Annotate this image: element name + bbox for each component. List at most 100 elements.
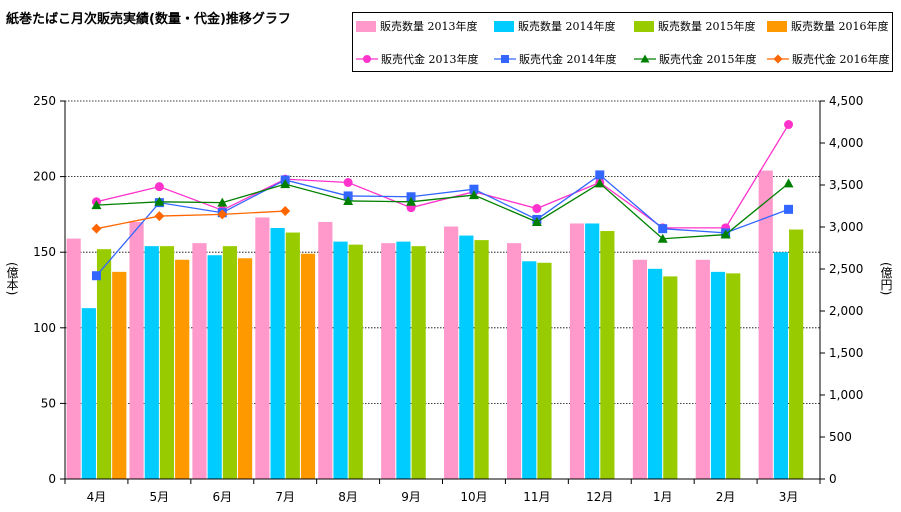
line-marker xyxy=(217,209,228,220)
left-axis-tick-label: 50 xyxy=(41,396,56,410)
bar xyxy=(648,268,663,479)
line-marker xyxy=(154,182,164,192)
bar xyxy=(522,261,537,479)
bar xyxy=(333,241,348,479)
legend-label: 販売数量 2015年度 xyxy=(658,20,756,33)
line-marker xyxy=(91,223,102,234)
x-axis-tick-label: 9月 xyxy=(401,490,421,504)
line-marker xyxy=(154,211,165,222)
legend-label: 販売代金 2014年度 xyxy=(519,53,617,66)
chart-title: 紙巻たばこ月次販売実績(数量・代金)推移グラフ xyxy=(6,12,291,27)
bar xyxy=(348,244,363,479)
bar xyxy=(789,229,804,479)
bar xyxy=(270,228,285,479)
bar xyxy=(285,232,300,479)
right-axis-tick-label: 500 xyxy=(829,430,852,444)
legend-line-swatch xyxy=(767,54,789,64)
legend-item: 販売数量 2014年度 xyxy=(494,16,616,36)
bar xyxy=(129,221,144,479)
bar xyxy=(695,259,710,479)
right-axis-tick-label: 1,500 xyxy=(829,346,863,360)
right-axis-label: (億円) xyxy=(879,262,893,296)
bar xyxy=(381,243,396,479)
x-axis-tick-label: 11月 xyxy=(523,490,550,504)
line-marker xyxy=(783,178,794,188)
legend-label: 販売代金 2013年度 xyxy=(381,53,479,66)
x-axis-tick-label: 1月 xyxy=(653,490,673,504)
bar xyxy=(96,249,112,479)
bar xyxy=(300,253,316,479)
series-line xyxy=(96,210,286,230)
legend-label: 販売数量 2016年度 xyxy=(791,20,889,33)
series-line xyxy=(95,174,789,277)
x-axis-tick-label: 7月 xyxy=(275,490,295,504)
right-axis-tick-label: 3,000 xyxy=(829,220,863,234)
line-marker xyxy=(154,198,164,208)
legend-bar-swatch xyxy=(767,20,787,32)
legend-item: 販売代金 2014年度 xyxy=(494,49,617,69)
bar xyxy=(474,240,489,479)
bar xyxy=(459,235,474,479)
bar xyxy=(710,271,726,479)
left-axis-tick-label: 0 xyxy=(48,472,56,486)
x-axis-tick-label: 5月 xyxy=(150,490,170,504)
bar xyxy=(207,255,222,479)
bar xyxy=(569,223,585,479)
line-marker xyxy=(531,216,542,226)
legend-label: 販売代金 2015年度 xyxy=(659,53,757,66)
line-marker xyxy=(532,204,542,214)
right-axis-tick-label: 2,000 xyxy=(829,304,863,318)
bar xyxy=(237,258,253,479)
legend-item: 販売数量 2015年度 xyxy=(634,16,756,36)
x-axis-tick-label: 12月 xyxy=(586,490,613,504)
bar xyxy=(411,246,426,479)
x-axis-tick-label: 4月 xyxy=(87,490,107,504)
right-axis-tick-label: 3,500 xyxy=(829,178,863,192)
bar xyxy=(255,217,270,479)
chart-legend: 販売数量 2013年度 販売数量 2014年度 販売数量 2015年度 販売数量 20… xyxy=(352,12,893,72)
right-axis-tick-label: 4,500 xyxy=(829,94,863,108)
line-marker xyxy=(91,197,101,207)
left-axis-tick-label: 100 xyxy=(33,321,56,335)
bar xyxy=(600,231,615,479)
bar xyxy=(175,259,190,479)
line-marker xyxy=(91,271,101,281)
line-marker xyxy=(784,120,794,130)
left-axis-tick-label: 150 xyxy=(33,245,56,259)
line-marker xyxy=(91,200,102,210)
bar xyxy=(585,223,600,479)
line-marker xyxy=(280,175,290,185)
line-marker xyxy=(468,190,479,200)
x-axis-tick-label: 6月 xyxy=(212,490,232,504)
line-marker xyxy=(280,179,291,189)
left-axis-label: (億本) xyxy=(5,262,19,296)
line-marker xyxy=(469,187,479,197)
line-marker xyxy=(595,177,605,187)
line-marker xyxy=(406,203,416,213)
bar xyxy=(537,262,552,479)
line-marker xyxy=(280,206,291,217)
bar xyxy=(632,259,648,479)
bar xyxy=(773,252,789,479)
x-axis-tick-label: 3月 xyxy=(779,490,799,504)
line-marker xyxy=(657,233,668,243)
legend-item: 販売代金 2015年度 xyxy=(634,49,757,69)
legend-item: 販売代金 2016年度 xyxy=(767,49,890,69)
x-axis-tick-label: 8月 xyxy=(338,490,358,504)
right-axis-tick-label: 2,500 xyxy=(829,262,863,276)
bar xyxy=(318,221,333,479)
bar xyxy=(726,273,741,479)
plot-area xyxy=(65,101,820,479)
line-marker xyxy=(720,229,731,239)
line-marker xyxy=(343,191,353,201)
series-line xyxy=(96,182,789,240)
line-marker xyxy=(217,197,228,207)
legend-item: 販売数量 2016年度 xyxy=(767,16,889,36)
legend-line-swatch xyxy=(634,54,656,63)
line-marker xyxy=(721,228,731,238)
bar xyxy=(758,170,773,479)
line-marker xyxy=(343,195,354,205)
legend-item: 販売数量 2013年度 xyxy=(356,16,478,36)
line-marker xyxy=(154,196,165,206)
